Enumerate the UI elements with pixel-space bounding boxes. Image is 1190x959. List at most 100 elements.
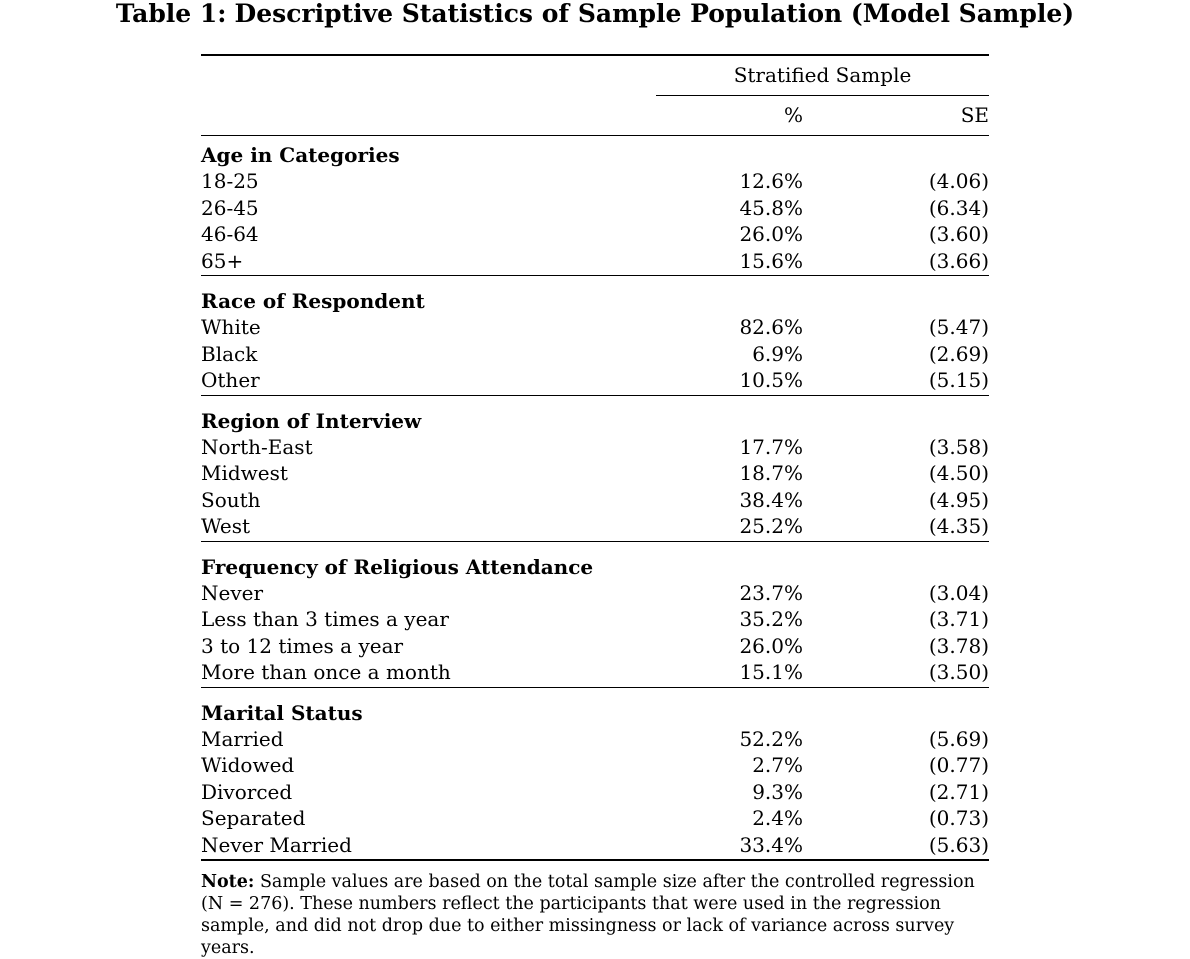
section-heading: Frequency of Religious Attendance <box>201 554 594 579</box>
table-row: 46-64 26.0% (3.60) <box>201 221 989 247</box>
row-se: (5.15) <box>928 368 989 393</box>
table-row: Other 10.5% (5.15) <box>201 367 989 393</box>
row-percent: 15.1% <box>739 660 803 685</box>
section-rule <box>201 275 989 276</box>
section-heading: Race of Respondent <box>201 289 425 313</box>
row-percent: 15.6% <box>739 248 803 273</box>
row-se: (0.73) <box>928 806 989 831</box>
row-label: More than once a month <box>201 660 451 685</box>
row-percent: 45.8% <box>739 195 803 220</box>
row-percent: 2.4% <box>752 806 803 831</box>
row-label: South <box>201 487 261 512</box>
row-label: Other <box>201 368 260 393</box>
column-spanner: Stratified Sample <box>733 63 912 87</box>
table-title: Table 1: Descriptive Statistics of Sample… <box>0 0 1190 28</box>
row-label: Widowed <box>201 753 295 778</box>
row-label: Married <box>201 727 284 751</box>
row-label: Divorced <box>201 779 293 804</box>
section-rule <box>201 686 989 688</box>
row-label: Less than 3 times a year <box>201 607 449 632</box>
row-se: (5.63) <box>928 832 989 857</box>
row-label: 26-45 <box>201 195 259 220</box>
row-percent: 38.4% <box>739 487 803 512</box>
row-se: (3.71) <box>928 607 989 632</box>
row-se: (5.69) <box>928 727 989 751</box>
row-percent: 52.2% <box>739 727 803 751</box>
row-label: Never <box>201 581 264 605</box>
table-row: 3 to 12 times a year 26.0% (3.78) <box>201 633 989 659</box>
row-label: 3 to 12 times a year <box>201 633 404 658</box>
table-row: More than once a month 15.1% (3.50) <box>201 659 989 685</box>
row-label: Never Married <box>201 832 352 857</box>
row-se: (3.66) <box>928 248 989 273</box>
table-row: Midwest 18.7% (4.50) <box>201 460 989 486</box>
row-percent: 17.7% <box>739 435 803 459</box>
table-row: North-East 17.7% (3.58) <box>201 434 989 460</box>
column-header-percent: % <box>783 103 803 127</box>
row-label: West <box>201 514 251 539</box>
section-heading: Age in Categories <box>201 143 400 167</box>
row-percent: 12.6% <box>739 169 803 194</box>
table-row: Never 23.7% (3.04) <box>201 580 989 606</box>
row-percent: 26.0% <box>739 222 803 247</box>
row-label: Midwest <box>201 461 288 486</box>
table-row: 18-25 12.6% (4.06) <box>201 168 989 194</box>
table-row: South 38.4% (4.95) <box>201 487 989 513</box>
row-label: White <box>201 315 261 340</box>
column-header-se: SE <box>960 103 989 127</box>
table-row: 26-45 45.8% (6.34) <box>201 195 989 221</box>
table-title-text: Descriptive Statistics of Sample Populat… <box>234 0 1075 28</box>
row-percent: 26.0% <box>739 633 803 658</box>
row-percent: 2.7% <box>752 753 803 778</box>
row-percent: 6.9% <box>752 341 803 366</box>
table-row: Divorced 9.3% (2.71) <box>201 779 989 805</box>
table-row: Separated 2.4% (0.73) <box>201 805 989 831</box>
spanner-rule <box>656 95 989 96</box>
row-se: (3.60) <box>928 222 989 247</box>
header-rule <box>201 135 989 136</box>
top-rule <box>201 54 989 56</box>
row-se: (0.77) <box>928 753 989 778</box>
row-percent: 82.6% <box>739 315 803 340</box>
row-percent: 25.2% <box>739 514 803 539</box>
table-row: White 82.6% (5.47) <box>201 314 989 340</box>
section-rule <box>201 540 989 542</box>
row-label: Black <box>201 341 258 366</box>
row-percent: 9.3% <box>752 779 803 804</box>
table-row: Widowed 2.7% (0.77) <box>201 752 989 778</box>
section-heading: Marital Status <box>201 700 363 725</box>
row-se: (4.50) <box>928 461 989 486</box>
row-se: (3.78) <box>928 633 989 658</box>
row-se: (4.35) <box>928 514 989 539</box>
row-se: (3.04) <box>928 581 989 605</box>
row-se: (4.06) <box>928 169 989 194</box>
row-se: (4.95) <box>928 487 989 512</box>
row-percent: 10.5% <box>739 368 803 393</box>
row-label: North-East <box>201 435 313 459</box>
row-label: 65+ <box>201 248 244 273</box>
table-note: Note: Sample values are based on the tot… <box>201 871 989 959</box>
row-se: (6.34) <box>928 195 989 220</box>
table-row: Never Married 33.4% (5.63) <box>201 832 989 858</box>
row-percent: 23.7% <box>739 581 803 605</box>
row-label: 46-64 <box>201 222 259 247</box>
row-label: 18-25 <box>201 169 259 194</box>
table-row: Black 6.9% (2.69) <box>201 341 989 367</box>
note-text: Sample values are based on the total sam… <box>201 872 975 958</box>
row-percent: 18.7% <box>739 461 803 486</box>
section-rule <box>201 394 989 396</box>
row-se: (2.71) <box>928 779 989 804</box>
row-se: (3.58) <box>928 435 989 459</box>
row-label: Separated <box>201 806 306 831</box>
table-row: Married 52.2% (5.69) <box>201 726 989 752</box>
table-row: 65+ 15.6% (3.66) <box>201 248 989 274</box>
table-number: Table 1: <box>115 0 227 28</box>
note-label: Note: <box>201 872 255 892</box>
row-se: (3.50) <box>928 660 989 685</box>
row-se: (2.69) <box>928 341 989 366</box>
section-heading: Region of Interview <box>201 408 422 433</box>
row-percent: 33.4% <box>739 832 803 857</box>
table-row: West 25.2% (4.35) <box>201 513 989 539</box>
bottom-rule <box>201 859 989 861</box>
row-percent: 35.2% <box>739 607 803 632</box>
